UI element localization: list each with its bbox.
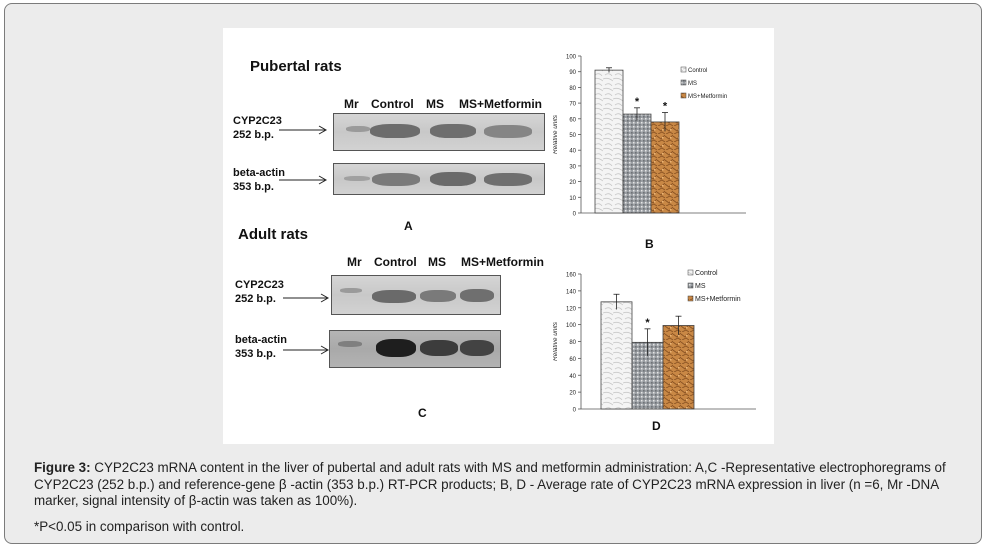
panel-d-letter: D (652, 419, 661, 433)
panel-c-gel-beta-actin (329, 330, 501, 368)
lane-label-control: Control (374, 255, 417, 269)
caption-label: Figure 3: (34, 460, 91, 475)
y-tick-label: 0 (573, 408, 577, 414)
y-tick-label: 90 (569, 70, 576, 76)
bar-ms-metformin (650, 121, 680, 214)
lane-label-mr: Mr (347, 255, 362, 269)
gene-size: 353 b.p. (233, 181, 274, 193)
y-axis-label: Relative units (553, 114, 559, 154)
panel-a-letter: A (404, 219, 413, 233)
y-tick-label: 60 (569, 357, 576, 363)
lane-label-mr: Mr (344, 97, 359, 111)
legend-swatch-ms (680, 79, 687, 86)
legend-swatch-ms-metformin (687, 295, 694, 302)
legend-label-control: Control (688, 68, 707, 74)
y-tick-label: 40 (569, 374, 576, 380)
y-axis-label: Relative units (553, 321, 559, 361)
panel-a-gene1-label: CYP2C23 252 b.p. (233, 114, 282, 142)
gene-size: 252 b.p. (235, 293, 276, 305)
panel-c-gene1-arrow (283, 293, 330, 303)
figure-image: Pubertal rats Mr Control MS MS+Metformin… (223, 28, 774, 444)
gene-name: beta-actin (235, 334, 287, 346)
panel-b-letter: B (645, 237, 654, 251)
chart-d-plot: 0 20 40 60 80 100 120 140 160 Relative units * Cont… (553, 269, 756, 414)
figure-frame: Pubertal rats Mr Control MS MS+Metformin… (4, 3, 982, 544)
figure-caption: Figure 3: CYP2C23 mRNA content in the li… (34, 460, 970, 510)
panel-c-title: Adult rats (238, 226, 309, 243)
y-tick-label: 20 (569, 180, 576, 186)
y-tick-label: 80 (569, 340, 576, 346)
significance-marker: * (645, 317, 650, 329)
bar-ms-metformin (662, 325, 695, 410)
y-tick-label: 120 (566, 306, 577, 312)
gene-name: CYP2C23 (233, 115, 282, 127)
legend-label-ms: MS (688, 81, 697, 87)
panel-a-gel-beta-actin (333, 163, 545, 195)
y-tick-label: 50 (569, 133, 576, 139)
y-tick-label: 40 (569, 149, 576, 155)
caption-footnote: *P<0.05 in comparison with control. (34, 519, 245, 534)
significance-marker: * (663, 101, 668, 113)
y-tick-label: 0 (573, 212, 577, 218)
legend-label-ms-metformin: MS+Metformin (695, 296, 741, 303)
legend-label-ms: MS (695, 283, 706, 290)
chart-b: 0 10 20 30 40 50 60 70 80 90 100 Relative units * * Co… (553, 55, 746, 218)
chart-d: 0 20 40 60 80 100 120 140 160 Relative units * Cont… (553, 269, 756, 414)
significance-marker: * (635, 96, 640, 108)
bar-ms (622, 113, 652, 214)
legend-label-control: Control (695, 270, 718, 277)
y-tick-label: 160 (566, 273, 577, 279)
y-tick-label: 140 (566, 289, 577, 295)
y-tick-label: 10 (569, 196, 576, 202)
panel-c-gene1-label: CYP2C23 252 b.p. (235, 278, 284, 306)
y-tick-label: 70 (569, 102, 576, 108)
legend-swatch-control (680, 66, 687, 73)
legend-label-ms-metformin: MS+Metformin (688, 94, 727, 100)
bar-control (600, 301, 633, 410)
legend-swatch-ms-metformin (680, 92, 687, 99)
panel-c-letter: C (418, 406, 427, 420)
panel-a-gel-cyp2c23 (333, 113, 545, 151)
bar-control (594, 69, 624, 214)
legend-swatch-ms (687, 282, 694, 289)
y-tick-label: 30 (569, 164, 576, 170)
lane-label-ms-metformin: MS+Metformin (461, 255, 545, 269)
legend-swatch-control (687, 269, 694, 276)
panel-a-title: Pubertal rats (250, 58, 342, 75)
lane-label-control: Control (371, 97, 414, 111)
y-tick-label: 100 (566, 55, 577, 61)
panel-c-gene2-arrow (283, 345, 330, 355)
panel-c-gel-cyp2c23 (331, 275, 501, 315)
y-tick-label: 60 (569, 117, 576, 123)
gene-name: CYP2C23 (235, 279, 284, 291)
chart-b-plot: 0 10 20 30 40 50 60 70 80 90 100 Relative units * * Co… (553, 55, 746, 218)
y-tick-label: 20 (569, 391, 576, 397)
gene-name: beta-actin (233, 167, 285, 179)
y-tick-label: 100 (566, 323, 577, 329)
lane-label-ms: MS (426, 97, 444, 111)
panel-c-gene2-label: beta-actin 353 b.p. (235, 333, 287, 361)
panel-a-gene2-label: beta-actin 353 b.p. (233, 166, 285, 194)
panel-a-gene2-arrow (279, 175, 328, 185)
lane-label-ms-metformin: MS+Metformin (459, 97, 543, 111)
gene-size: 353 b.p. (235, 348, 276, 360)
y-tick-label: 80 (569, 86, 576, 92)
lane-label-ms: MS (428, 255, 446, 269)
panel-a-gene1-arrow (279, 125, 328, 135)
caption-text: CYP2C23 mRNA content in the liver of pub… (34, 460, 946, 508)
gene-size: 252 b.p. (233, 129, 274, 141)
